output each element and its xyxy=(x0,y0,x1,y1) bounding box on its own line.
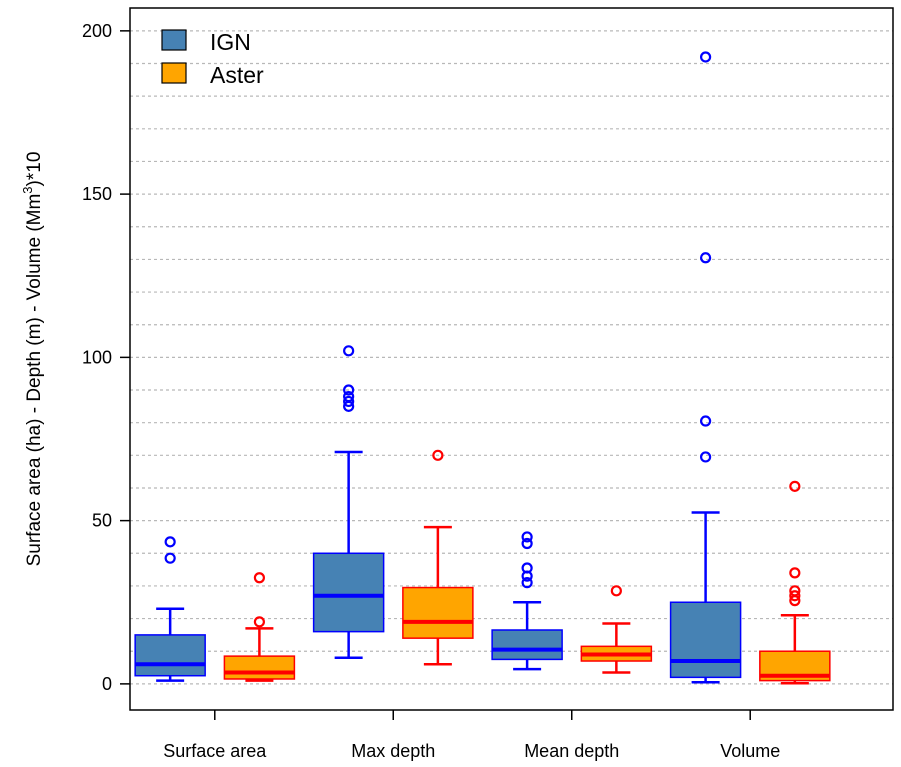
outlier-point xyxy=(521,562,533,574)
y-axis-title-main: Surface area (ha) - Depth (m) - Volume (… xyxy=(24,194,45,567)
grid-lines xyxy=(130,30,893,685)
legend-swatch-aster xyxy=(161,62,187,84)
box-ign-1 xyxy=(312,345,385,660)
outlier-point xyxy=(789,585,801,597)
outlier-point xyxy=(253,572,265,584)
x-tick-label: Mean depth xyxy=(524,741,619,761)
outlier-point xyxy=(343,395,355,408)
box-aster-3 xyxy=(759,480,831,685)
box-ign-3 xyxy=(669,51,742,684)
box-ign-0 xyxy=(134,536,206,682)
outlier-point xyxy=(699,451,712,463)
box-body xyxy=(402,586,474,639)
outlier-point xyxy=(521,537,533,550)
plot-frame xyxy=(129,7,894,711)
outlier-point xyxy=(699,252,712,264)
outlier-point xyxy=(164,536,176,548)
x-tick-label: Volume xyxy=(720,741,780,761)
boxes xyxy=(134,51,831,685)
legend-label-aster: Aster xyxy=(210,62,264,88)
outlier-point xyxy=(343,390,355,403)
legend: IGN Aster xyxy=(161,29,264,88)
y-tick-label: 50 xyxy=(92,511,112,531)
box-aster-0 xyxy=(223,572,296,682)
box-body xyxy=(134,634,206,677)
box-aster-2 xyxy=(580,585,653,674)
box-body xyxy=(223,655,296,680)
outlier-point xyxy=(343,345,355,357)
box-body xyxy=(669,601,742,679)
box-body xyxy=(491,629,563,661)
y-tick-label: 100 xyxy=(82,347,112,367)
legend-swatch-ign xyxy=(161,29,187,51)
y-tick-label: 0 xyxy=(102,674,112,694)
outlier-point xyxy=(789,480,801,492)
outlier-point xyxy=(164,552,176,564)
outlier-point xyxy=(343,384,355,396)
outlier-point xyxy=(521,531,533,543)
outlier-point xyxy=(699,51,712,63)
outlier-point xyxy=(521,577,533,589)
legend-label-ign: IGN xyxy=(210,29,251,55)
outlier-point xyxy=(789,567,801,579)
x-tick-label: Max depth xyxy=(351,741,435,761)
axes: 0 50 100 150 200 Surface area Max depth Mean de… xyxy=(82,21,780,761)
outlier-point xyxy=(699,415,712,427)
y-tick-label: 200 xyxy=(82,21,112,41)
box-aster-1 xyxy=(402,449,474,666)
box-body xyxy=(312,552,385,633)
y-axis-title-superscript: 3 xyxy=(20,186,35,193)
outlier-point xyxy=(789,590,801,602)
outlier-point xyxy=(432,449,444,461)
outlier-point xyxy=(610,585,622,597)
y-tick-label: 150 xyxy=(82,184,112,204)
y-axis-title-end: )*10 xyxy=(24,152,45,187)
outlier-point xyxy=(253,616,265,628)
x-tick-label: Surface area xyxy=(163,741,267,761)
y-axis-title: Surface area (ha) - Depth (m) - Volume (… xyxy=(20,152,45,567)
box-ign-2 xyxy=(491,531,563,671)
